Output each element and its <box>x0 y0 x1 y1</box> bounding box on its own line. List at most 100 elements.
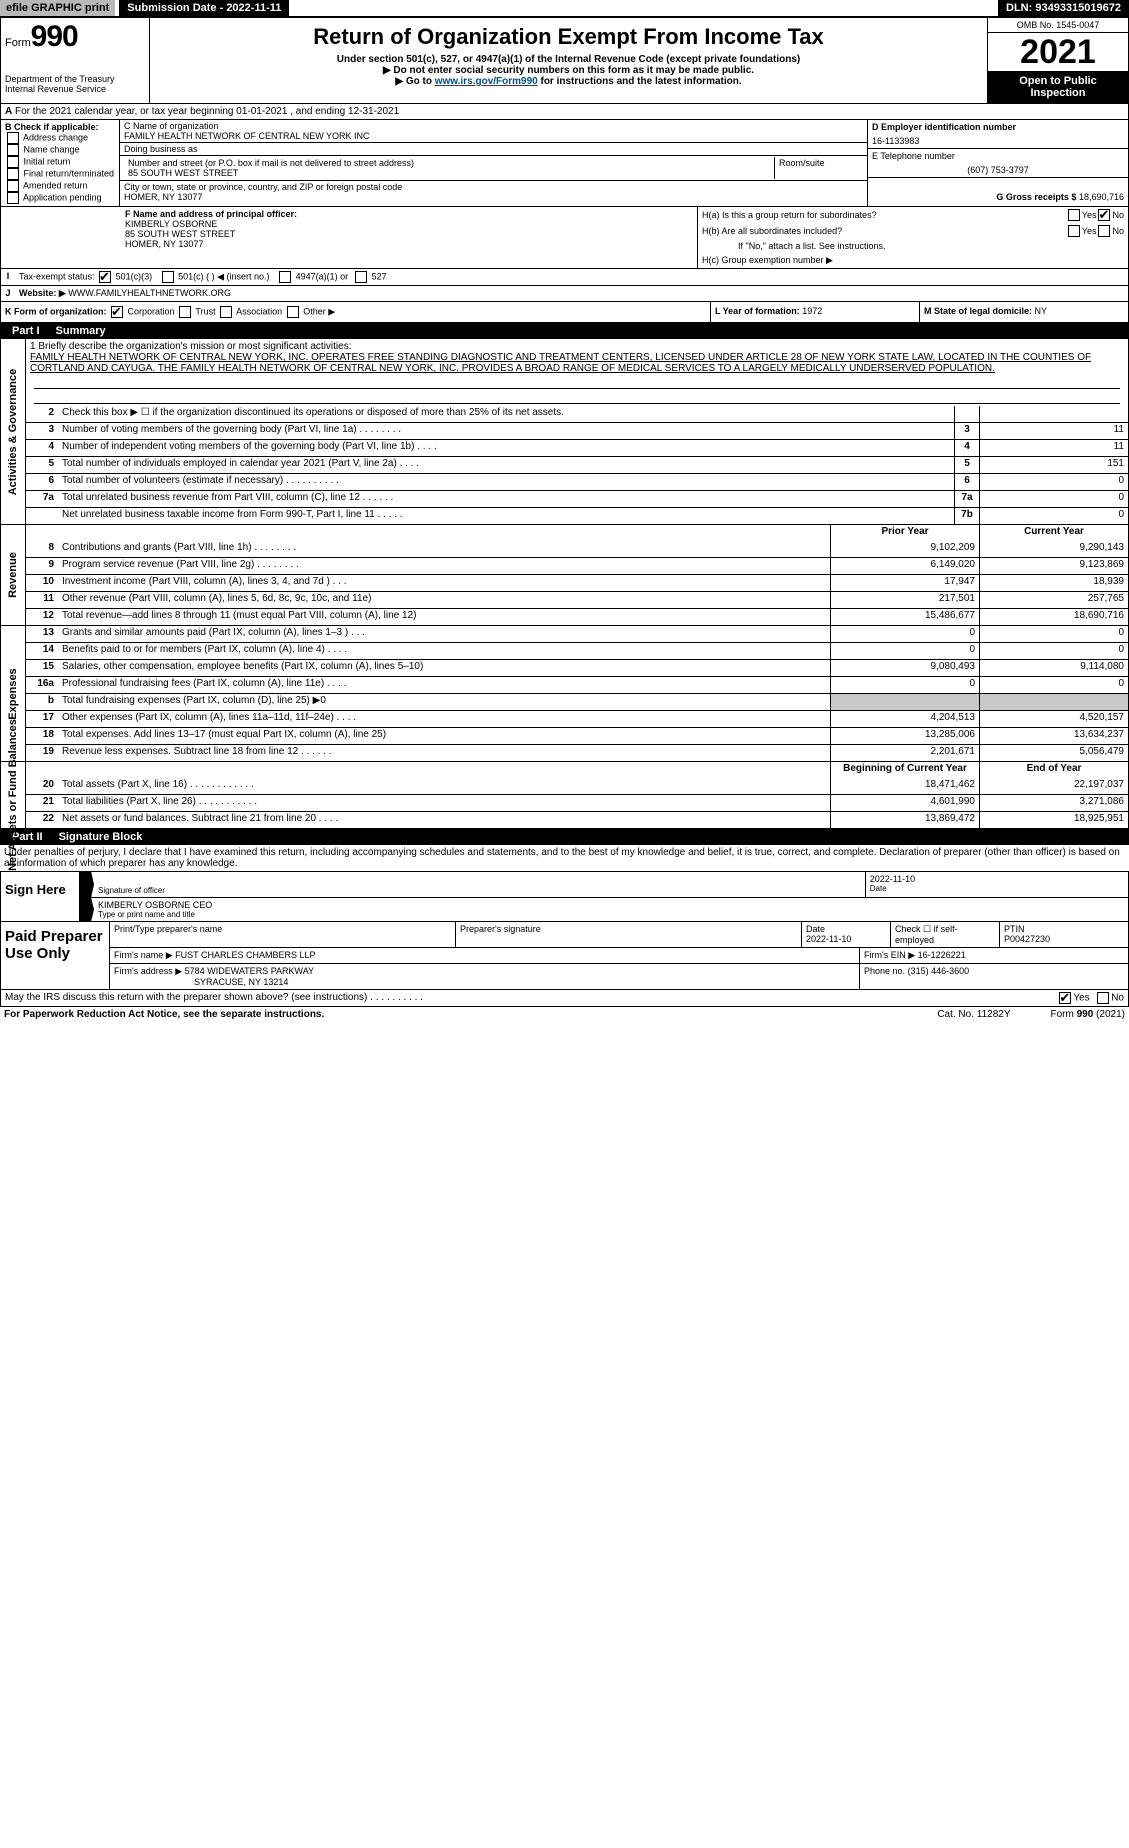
firm-name: FUST CHARLES CHAMBERS LLP <box>175 950 315 960</box>
box-b: B Check if applicable: Address change Na… <box>1 120 120 206</box>
revenue-header-row: Prior Year Current Year <box>26 525 1128 541</box>
preparer-row-2: Firm's name ▶ FUST CHARLES CHAMBERS LLP … <box>110 948 1128 964</box>
prep-date: 2022-11-10 <box>806 934 886 944</box>
signer-name: KIMBERLY OSBORNE CEO <box>98 900 1124 910</box>
name-row: KIMBERLY OSBORNE CEO Type or print name … <box>80 898 1128 921</box>
irs-link[interactable]: www.irs.gov/Form990 <box>435 76 538 87</box>
table-row: 3Number of voting members of the governi… <box>26 422 1128 439</box>
top-bar: efile GRAPHIC print Submission Date - 20… <box>0 0 1129 17</box>
dept-label: Department of the Treasury <box>5 74 145 84</box>
ein-cell: D Employer identification number 16-1133… <box>868 120 1128 149</box>
sign-block: Sign Here Signature of officer 2022-11-1… <box>0 871 1129 922</box>
table-row: 13Grants and similar amounts paid (Part … <box>26 626 1128 642</box>
opt-address-change[interactable]: Address change <box>5 132 115 144</box>
mission-block: 1 Briefly describe the organization's mi… <box>26 339 1128 406</box>
table-row: 12Total revenue—add lines 8 through 11 (… <box>26 608 1128 625</box>
form-header: Form990 Department of the Treasury Inter… <box>0 17 1129 104</box>
527-checkbox[interactable] <box>355 271 367 283</box>
end-year-header: End of Year <box>979 762 1128 778</box>
omb-number: OMB No. 1545-0047 <box>988 18 1128 33</box>
gross-receipts-cell: G Gross receipts $ 18,690,716 <box>868 178 1128 204</box>
sign-date: 2022-11-10 <box>870 874 1124 884</box>
trust-checkbox[interactable] <box>179 306 191 318</box>
row-a-period: A For the 2021 calendar year, or tax yea… <box>0 104 1129 120</box>
open-to-public-badge: Open to Public Inspection <box>988 71 1128 103</box>
sign-here-label: Sign Here <box>1 872 80 921</box>
form-title: Return of Organization Exempt From Incom… <box>158 24 979 50</box>
table-row: 11Other revenue (Part VIII, column (A), … <box>26 591 1128 608</box>
org-name-cell: C Name of organization FAMILY HEALTH NET… <box>120 120 867 143</box>
table-row: 9Program service revenue (Part VIII, lin… <box>26 557 1128 574</box>
row-k-l-m: K Form of organization: Corporation Trus… <box>0 302 1129 323</box>
4947-checkbox[interactable] <box>279 271 291 283</box>
firm-city: SYRACUSE, NY 13214 <box>114 977 855 987</box>
form-number: Form990 <box>5 20 145 54</box>
paid-preparer-block: Paid Preparer Use Only Print/Type prepar… <box>0 922 1129 990</box>
revenue-section: Revenue Prior Year Current Year 8Contrib… <box>0 525 1129 626</box>
opt-amended[interactable]: Amended return <box>5 180 115 192</box>
row-j: J Website: ▶ WWW.FAMILYHEALTHNETWORK.ORG <box>0 286 1129 302</box>
corp-checkbox[interactable] <box>111 306 123 318</box>
hb-yes-checkbox[interactable] <box>1068 225 1080 237</box>
part-2-header: Part II Signature Block <box>0 829 1129 845</box>
box-f: F Name and address of principal officer:… <box>1 207 697 268</box>
irs-label: Internal Revenue Service <box>5 84 145 94</box>
501c-checkbox[interactable] <box>162 271 174 283</box>
table-row: Net unrelated business taxable income fr… <box>26 507 1128 524</box>
other-checkbox[interactable] <box>287 306 299 318</box>
arrow-icon <box>80 872 94 897</box>
website-value: WWW.FAMILYHEALTHNETWORK.ORG <box>68 288 231 298</box>
table-row: 4Number of independent voting members of… <box>26 439 1128 456</box>
signature-row: Signature of officer 2022-11-10 Date <box>80 872 1128 898</box>
subtitle-3: ▶ Go to www.irs.gov/Form990 for instruct… <box>158 76 979 87</box>
table-row: 19Revenue less expenses. Subtract line 1… <box>26 744 1128 761</box>
table-row: 2Check this box ▶ ☐ if the organization … <box>26 406 1128 422</box>
ptin-value: P00427230 <box>1004 934 1124 944</box>
street-address: 85 SOUTH WEST STREET <box>128 168 770 178</box>
paid-preparer-label: Paid Preparer Use Only <box>1 922 110 989</box>
perjury-declaration: Under penalties of perjury, I declare th… <box>0 845 1129 871</box>
table-row: 14Benefits paid to or for members (Part … <box>26 642 1128 659</box>
officer-name: KIMBERLY OSBORNE <box>125 219 297 229</box>
subtitle-2: ▶ Do not enter social security numbers o… <box>158 65 979 76</box>
opt-application-pending[interactable]: Application pending <box>5 192 115 204</box>
table-row: 8Contributions and grants (Part VIII, li… <box>26 541 1128 557</box>
hb-no-checkbox[interactable] <box>1098 225 1110 237</box>
discuss-yes-checkbox[interactable] <box>1059 992 1071 1004</box>
h-b-note: If "No," attach a list. See instructions… <box>698 239 1128 253</box>
table-row: 17Other expenses (Part IX, column (A), l… <box>26 710 1128 727</box>
ha-no-checkbox[interactable] <box>1098 209 1110 221</box>
bottom-row: For Paperwork Reduction Act Notice, see … <box>0 1007 1129 1022</box>
501c3-checkbox[interactable] <box>99 271 111 283</box>
table-row: 15Salaries, other compensation, employee… <box>26 659 1128 676</box>
ha-yes-checkbox[interactable] <box>1068 209 1080 221</box>
row-i: I Tax-exempt status: 501(c)(3) 501(c) ( … <box>0 269 1129 286</box>
firm-phone: (315) 446-3600 <box>908 966 970 976</box>
efile-badge: efile GRAPHIC print <box>0 0 115 16</box>
net-assets-section: Net Assets or Fund Balances Beginning of… <box>0 762 1129 829</box>
side-label-governance: Activities & Governance <box>1 339 26 524</box>
governance-section: Activities & Governance 1 Briefly descri… <box>0 339 1129 525</box>
prior-year-header: Prior Year <box>830 525 979 541</box>
gross-receipts-value: 18,690,716 <box>1079 192 1124 202</box>
assoc-checkbox[interactable] <box>220 306 232 318</box>
h-b-row: H(b) Are all subordinates included? Yes … <box>698 223 1128 239</box>
entity-block: B Check if applicable: Address change Na… <box>0 120 1129 207</box>
side-label-net-assets: Net Assets or Fund Balances <box>1 762 26 828</box>
table-row: 6Total number of volunteers (estimate if… <box>26 473 1128 490</box>
expenses-section: Expenses 13Grants and similar amounts pa… <box>0 626 1129 762</box>
opt-name-change[interactable]: Name change <box>5 144 115 156</box>
blank-line <box>34 374 1120 389</box>
officer-city: HOMER, NY 13077 <box>125 239 297 249</box>
opt-final-return[interactable]: Final return/terminated <box>5 168 115 180</box>
paperwork-notice: For Paperwork Reduction Act Notice, see … <box>4 1009 324 1020</box>
submission-date-btn[interactable]: Submission Date - 2022-11-11 <box>119 0 289 16</box>
opt-initial-return[interactable]: Initial return <box>5 156 115 168</box>
table-row: 10Investment income (Part VIII, column (… <box>26 574 1128 591</box>
beginning-year-header: Beginning of Current Year <box>830 762 979 778</box>
officer-block: F Name and address of principal officer:… <box>0 207 1129 269</box>
discuss-no-checkbox[interactable] <box>1097 992 1109 1004</box>
table-row: 20Total assets (Part X, line 16) . . . .… <box>26 778 1128 794</box>
subtitle-1: Under section 501(c), 527, or 4947(a)(1)… <box>158 54 979 65</box>
header-mid: Return of Organization Exempt From Incom… <box>150 18 987 103</box>
